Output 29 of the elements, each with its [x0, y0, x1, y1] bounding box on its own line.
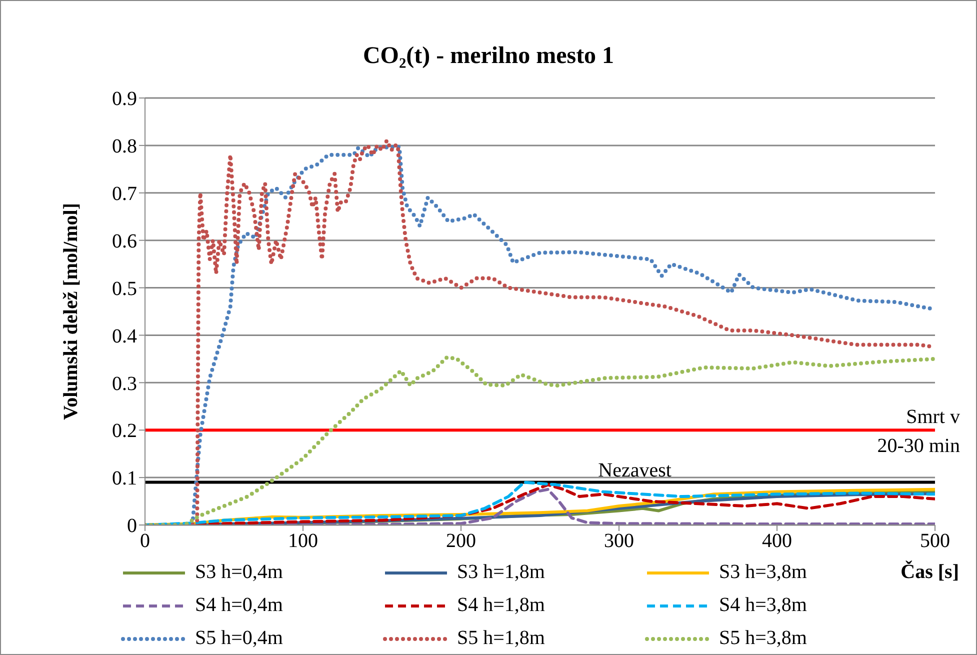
y-tick-label: 0.7 — [112, 182, 137, 205]
legend-label: S4 h=0,4m — [195, 594, 283, 617]
y-tick-label: 0 — [127, 515, 137, 538]
ref-line-label: Smrt v 20-30 min — [877, 406, 960, 458]
x-tick-label: 200 — [446, 530, 476, 552]
legend-label: S5 h=1,8m — [457, 627, 545, 650]
legend-label: S3 h=0,4m — [195, 561, 283, 584]
legend-label: S3 h=3,8m — [719, 561, 807, 584]
y-tick-label: 0.4 — [112, 325, 137, 348]
x-tick-label: 500 — [920, 530, 950, 552]
x-tick-label: 300 — [604, 530, 634, 552]
y-tick-label: 0.1 — [112, 468, 137, 490]
y-tick-label: 0.8 — [112, 136, 137, 158]
legend-label: S4 h=1,8m — [457, 594, 545, 617]
y-tick-label: 0.2 — [112, 420, 137, 442]
y-tick-label: 0.3 — [112, 372, 137, 395]
y-axis-title: Volumski delež [mol/mol] — [60, 202, 82, 420]
chart-title: CO₂(t) - merilno mesto 1 — [362, 43, 616, 70]
legend-label: S3 h=1,8m — [457, 561, 545, 584]
legend-label: S4 h=3,8m — [719, 594, 807, 617]
x-tick-label: 400 — [762, 530, 792, 552]
ref-line-label: Nezavest — [598, 459, 672, 482]
x-axis-title: Čas [s] — [900, 561, 959, 584]
y-tick-label: 0.5 — [112, 278, 137, 300]
legend-label: S5 h=0,4m — [195, 627, 283, 650]
y-tick-label: 0.6 — [112, 230, 137, 252]
y-tick-label: 0.9 — [112, 88, 137, 110]
x-tick-label: 100 — [288, 530, 318, 552]
legend-label: S5 h=3,8m — [719, 627, 807, 650]
